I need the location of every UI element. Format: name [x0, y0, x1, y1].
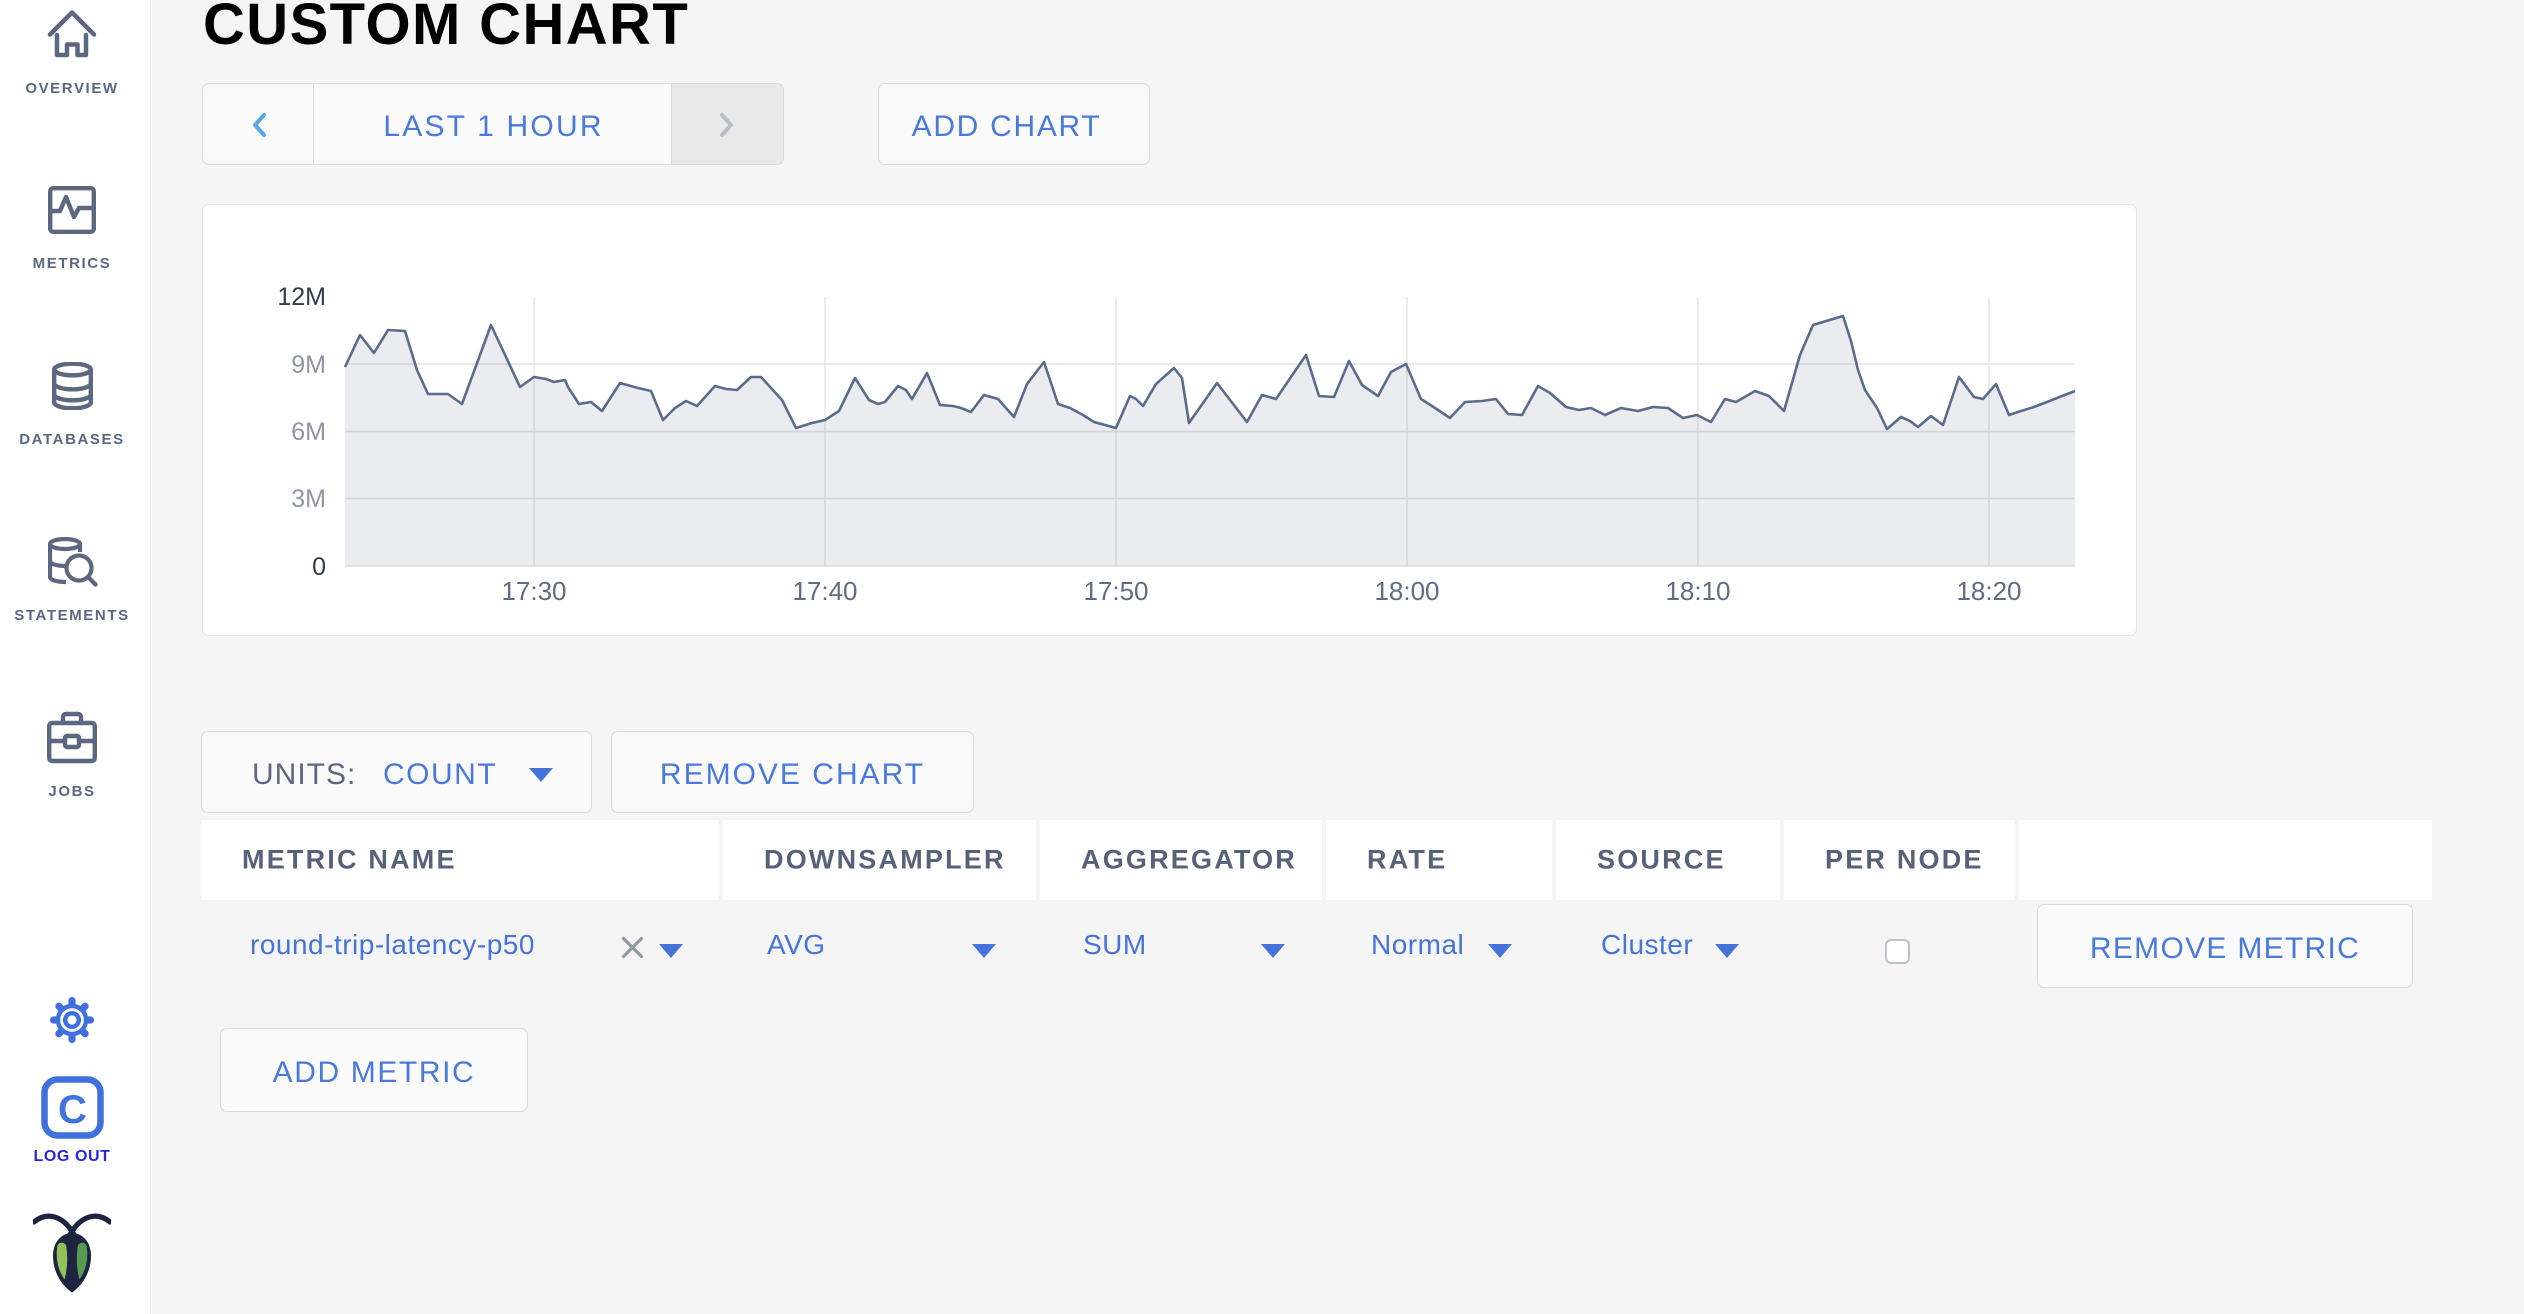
svg-text:17:30: 17:30 [501, 576, 566, 606]
svg-text:17:50: 17:50 [1083, 576, 1148, 606]
svg-text:12M: 12M [277, 283, 326, 311]
svg-text:3M: 3M [291, 485, 326, 513]
svg-text:17:40: 17:40 [792, 576, 857, 606]
svg-text:18:10: 18:10 [1665, 576, 1730, 606]
svg-text:18:20: 18:20 [1956, 576, 2021, 606]
svg-text:C: C [58, 1088, 87, 1132]
svg-text:18:00: 18:00 [1374, 576, 1439, 606]
svg-text:9M: 9M [291, 351, 326, 379]
svg-text:6M: 6M [291, 418, 326, 446]
svg-text:0: 0 [312, 553, 326, 581]
